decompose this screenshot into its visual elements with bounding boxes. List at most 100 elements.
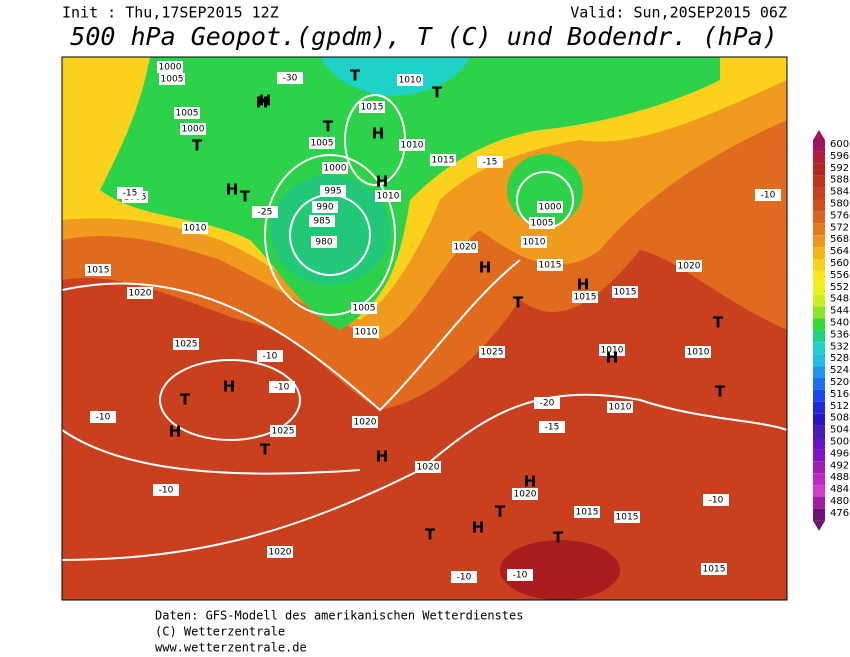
colorbar-swatch bbox=[813, 247, 825, 259]
map-title: 500 hPa Geopot.(gpdm), T (C) und Bodendr… bbox=[70, 22, 777, 51]
map-label: 1005 bbox=[351, 302, 377, 314]
map-label: -30 bbox=[277, 72, 303, 84]
label-text: 1005 bbox=[161, 75, 184, 85]
colorbar-swatch bbox=[813, 413, 825, 426]
pressure-center: H bbox=[479, 259, 492, 277]
label-text: -15 bbox=[545, 423, 560, 433]
map-label: -10 bbox=[269, 381, 295, 393]
label-text: 1015 bbox=[703, 565, 726, 575]
map-label: 1010 bbox=[607, 401, 633, 413]
colorbar-swatch bbox=[813, 461, 825, 474]
pressure-center: T bbox=[713, 314, 724, 332]
label-box bbox=[173, 338, 199, 350]
colorbar-tick-label: 496 bbox=[830, 448, 849, 459]
map-label: -10 bbox=[153, 484, 179, 496]
colorbar-swatch bbox=[813, 401, 825, 414]
colorbar-tick-label: 596 bbox=[830, 151, 849, 162]
label-box bbox=[311, 236, 337, 248]
label-text: 1000 bbox=[324, 164, 347, 174]
pressure-center-letter: T bbox=[180, 391, 191, 409]
label-text: 1005 bbox=[311, 139, 334, 149]
colorbar-swatch bbox=[813, 223, 825, 236]
label-box bbox=[452, 241, 478, 253]
label-text: 1020 bbox=[417, 463, 440, 473]
label-text: -10 bbox=[457, 573, 472, 583]
pressure-center: H bbox=[223, 378, 236, 396]
pressure-center: T bbox=[180, 391, 191, 409]
init-text: Init : Thu,17SEP2015 12Z bbox=[62, 4, 279, 22]
label-box bbox=[359, 101, 385, 113]
label-box bbox=[534, 397, 560, 409]
label-box bbox=[85, 264, 111, 276]
isobars bbox=[62, 94, 787, 561]
label-box bbox=[599, 344, 625, 356]
label-text: 1010 bbox=[399, 76, 422, 86]
map-label: 1010 bbox=[182, 222, 208, 234]
label-box bbox=[537, 259, 563, 271]
colorbar-swatch bbox=[813, 199, 825, 212]
field-green-scandinavia bbox=[507, 154, 583, 226]
map-label: 1000 bbox=[322, 162, 348, 174]
pressure-center: H bbox=[472, 519, 485, 537]
colorbar-swatch bbox=[813, 140, 825, 152]
pressure-center: T bbox=[495, 503, 506, 521]
colorbar-swatch bbox=[813, 211, 825, 224]
map-label: -10 bbox=[451, 571, 477, 583]
map-label: 1020 bbox=[127, 287, 153, 299]
map-field bbox=[62, 57, 787, 600]
label-box bbox=[267, 546, 293, 558]
colorbar-swatch bbox=[813, 270, 825, 283]
colorbar-tick-label: 516 bbox=[830, 389, 849, 400]
label-text: 1010 bbox=[523, 238, 546, 248]
label-box bbox=[701, 563, 727, 575]
colorbar-tick-label: 580 bbox=[830, 199, 849, 210]
label-text: -10 bbox=[275, 383, 290, 393]
pressure-center-letter: H bbox=[223, 378, 236, 396]
colorbar-swatch bbox=[813, 175, 825, 188]
colorbar-swatch bbox=[813, 508, 825, 521]
map-label: 1015 bbox=[85, 264, 111, 276]
colorbar-tick-label: 548 bbox=[830, 294, 849, 305]
colorbar-swatch bbox=[813, 449, 825, 462]
label-text: 1010 bbox=[401, 141, 424, 151]
colorbar-swatch bbox=[813, 306, 825, 319]
colorbar-tick-label: 588 bbox=[830, 175, 849, 186]
label-text: 1020 bbox=[678, 262, 701, 272]
colorbar-swatch bbox=[813, 485, 825, 497]
label-box bbox=[117, 187, 143, 199]
pressure-center-letter: T bbox=[425, 526, 436, 544]
map-label: 990 bbox=[312, 201, 338, 213]
colorbar-tick-label: 592 bbox=[830, 163, 849, 174]
colorbar-swatch bbox=[813, 151, 825, 164]
colorbar-tick-label: 524 bbox=[830, 365, 849, 376]
label-box bbox=[507, 569, 533, 581]
pressure-center: T bbox=[553, 529, 564, 547]
pressure-center-letter: T bbox=[260, 441, 271, 459]
pressure-center-letter: H bbox=[376, 448, 389, 466]
pressure-center-letter: H bbox=[524, 473, 537, 491]
colorbar-swatch bbox=[813, 342, 825, 355]
label-box bbox=[430, 154, 456, 166]
label-box bbox=[270, 425, 296, 437]
map-label: 1005 bbox=[309, 137, 335, 149]
colorbar-tick-label: 536 bbox=[830, 329, 849, 340]
colorbar-swatch bbox=[813, 187, 825, 200]
label-text: 1010 bbox=[601, 346, 624, 356]
pressure-center: H bbox=[524, 473, 537, 491]
pressure-center: H bbox=[577, 276, 590, 294]
colorbar-tick-label: 528 bbox=[830, 353, 849, 364]
label-text: 1020 bbox=[454, 243, 477, 253]
label-box bbox=[269, 381, 295, 393]
map-label: 1015 bbox=[359, 101, 385, 113]
label-text: 1015 bbox=[614, 288, 637, 298]
label-text: -10 bbox=[761, 191, 776, 201]
colorbar-swatch bbox=[813, 318, 825, 331]
map-label: 1010 bbox=[375, 190, 401, 202]
label-text: 1000 bbox=[182, 125, 205, 135]
pressure-center-letter: H bbox=[256, 94, 269, 112]
pressure-center: H bbox=[372, 125, 385, 143]
map-label: 1000 bbox=[157, 61, 183, 73]
label-box bbox=[153, 484, 179, 496]
pressure-center: H bbox=[376, 173, 389, 191]
